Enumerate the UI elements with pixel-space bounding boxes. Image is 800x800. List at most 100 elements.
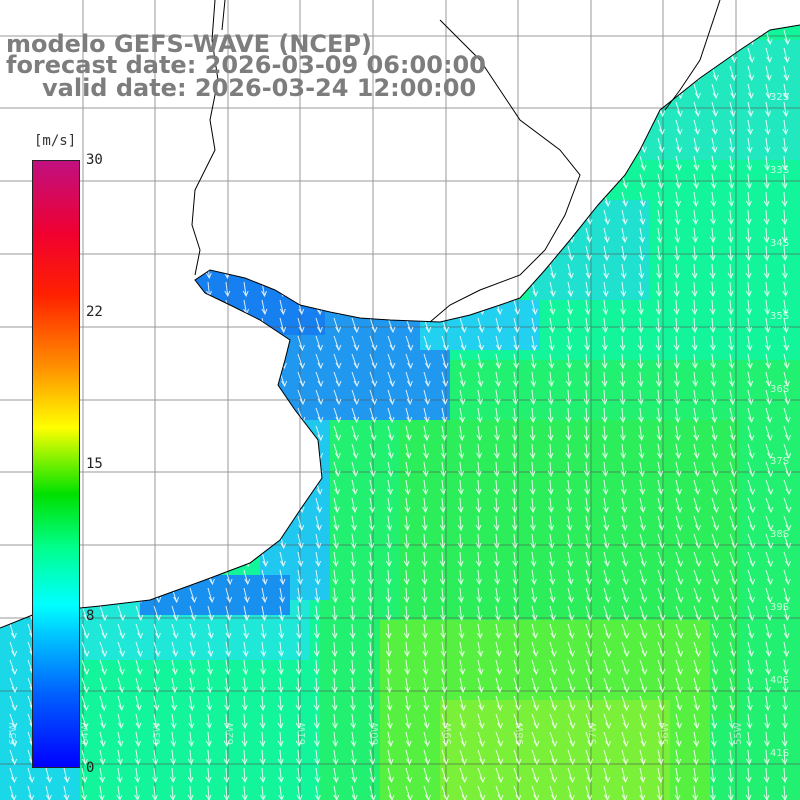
wind-arrow (315, 497, 323, 514)
wind-arrow (745, 767, 752, 784)
wind-arrow (621, 695, 630, 712)
wind-arrow (693, 515, 702, 532)
forecast-date: forecast date: 2026-03-09 06:00:00 (6, 51, 486, 79)
wind-arrow (369, 407, 377, 424)
wind-arrow (765, 353, 772, 370)
wind-arrow (405, 767, 413, 784)
wind-arrow (441, 425, 448, 442)
wind-arrow (423, 695, 430, 712)
wind-arrow (781, 263, 788, 280)
wind-arrow (656, 407, 663, 424)
wind-arrow (368, 533, 375, 550)
wind-arrow (511, 425, 518, 442)
wind-arrow (548, 533, 555, 550)
wind-arrow (351, 389, 360, 406)
wind-arrow (548, 551, 555, 568)
wind-arrow (639, 749, 646, 766)
wind-arrow (567, 299, 574, 316)
wind-arrow (621, 767, 628, 784)
wind-arrow (673, 353, 680, 370)
wind-arrow (441, 695, 448, 712)
wind-arrow (549, 605, 557, 622)
wind-arrow (657, 767, 664, 784)
wind-arrow (315, 317, 323, 334)
wind-arrow (782, 119, 789, 136)
wind-arrow (691, 317, 698, 334)
wind-arrow (405, 785, 413, 800)
wind-arrow (153, 641, 161, 658)
wind-arrow (205, 767, 212, 784)
wind-arrow (602, 317, 609, 334)
wind-arrow (207, 605, 215, 622)
valid-date: valid date: 2026-03-24 12:00:00 (42, 74, 477, 102)
wind-arrow (639, 479, 646, 496)
wind-arrow (63, 785, 70, 800)
wind-arrow (674, 245, 681, 262)
lon-label: 56W (660, 722, 671, 745)
wind-arrow (439, 587, 446, 604)
wind-arrow (782, 317, 789, 334)
wind-arrow (153, 695, 160, 712)
wind-arrow (603, 263, 610, 280)
wind-arrow (709, 299, 716, 316)
wind-arrow (782, 695, 789, 712)
wind-arrow (153, 677, 160, 694)
wind-arrow (477, 317, 485, 334)
wind-arrow (549, 641, 557, 658)
wind-arrow (566, 353, 573, 370)
wind-arrow (439, 551, 446, 568)
wind-arrow (711, 551, 720, 568)
wind-arrow (711, 137, 718, 154)
wind-arrow (332, 749, 339, 766)
wind-arrow (457, 569, 464, 586)
wind-arrow (242, 641, 249, 658)
wind-arrow (295, 659, 302, 676)
wind-arrow (549, 569, 556, 586)
wind-arrow (693, 641, 701, 658)
wind-arrow (351, 425, 359, 442)
wind-arrow (405, 443, 412, 460)
wind-arrow (548, 515, 555, 532)
wind-arrow (567, 587, 575, 604)
wind-arrow (765, 461, 774, 478)
wind-arrow (277, 677, 284, 694)
wind-arrow (639, 569, 648, 586)
wind-arrow (531, 713, 540, 730)
wind-arrow (549, 785, 557, 800)
wind-arrow (763, 785, 770, 800)
wind-arrow (675, 731, 682, 748)
wind-arrow (295, 641, 302, 658)
wind-arrow (439, 533, 446, 550)
wind-arrow (711, 677, 718, 694)
wind-arrow (639, 623, 648, 640)
wind-arrow (117, 605, 126, 622)
wind-arrow (745, 299, 752, 316)
wind-arrow (693, 173, 700, 190)
wind-arrow (603, 767, 611, 784)
wind-arrow (657, 695, 665, 712)
wind-arrow (729, 569, 738, 586)
wind-arrow (747, 677, 754, 694)
wind-arrow (655, 335, 662, 352)
wind-arrow (782, 281, 789, 298)
wind-arrow (783, 569, 791, 586)
wind-arrow (567, 767, 575, 784)
wind-arrow (351, 461, 359, 478)
wind-arrow (585, 245, 592, 262)
wind-arrow (369, 461, 376, 478)
wind-arrow (782, 659, 789, 676)
wind-arrow (585, 641, 594, 658)
wind-arrow (675, 479, 683, 496)
wind-arrow (693, 605, 702, 622)
wind-arrow (675, 443, 682, 460)
wind-arrow (315, 353, 324, 370)
wind-arrow (512, 371, 519, 388)
wind-arrow (99, 659, 108, 676)
wind-arrow (711, 605, 720, 622)
wind-arrow (583, 371, 590, 388)
wind-arrow (441, 677, 448, 694)
wind-arrow (313, 641, 320, 658)
wind-arrow (529, 515, 536, 532)
wind-arrow (333, 425, 342, 442)
wind-arrow (459, 659, 466, 676)
